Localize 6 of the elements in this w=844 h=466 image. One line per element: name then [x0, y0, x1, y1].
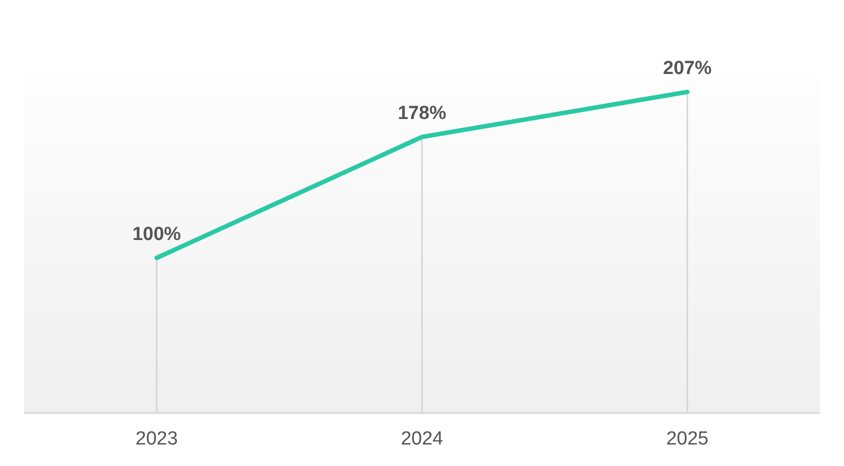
data-label: 207% — [663, 58, 712, 79]
x-tick-label: 2023 — [136, 428, 178, 450]
x-tick-label: 2025 — [666, 428, 708, 450]
x-tick-label: 2024 — [400, 428, 444, 450]
data-label: 100% — [132, 224, 182, 245]
data-label: 178% — [398, 102, 446, 124]
